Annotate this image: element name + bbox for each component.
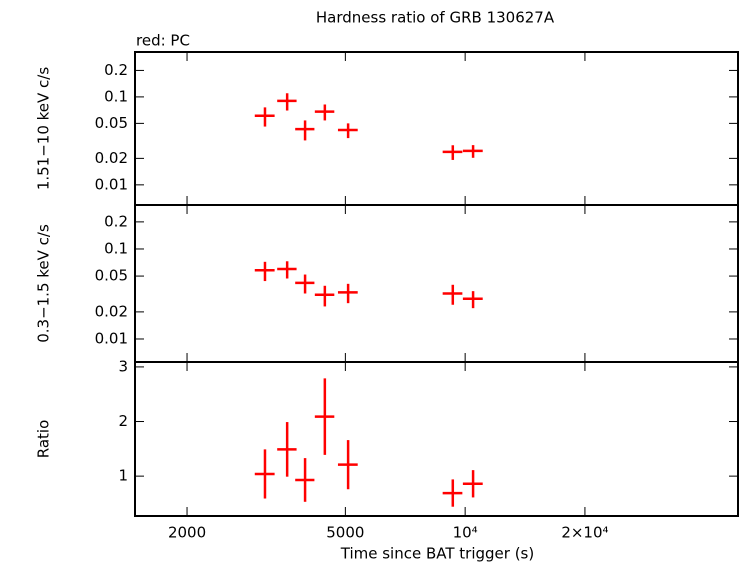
y-tick-label: 0.01: [95, 329, 128, 347]
y-tick-label: 2: [118, 412, 128, 430]
plot-frame: [134, 204, 739, 363]
chart-title: Hardness ratio of GRB 130627A: [316, 9, 555, 27]
y-tick-label: 0.05: [95, 114, 128, 132]
y-axis-label: 1.51−10 keV c/s: [35, 67, 53, 191]
y-axis-label: 0.3−1.5 keV c/s: [35, 224, 53, 343]
x-tick-label: 5000: [326, 524, 364, 542]
y-axis-label: Ratio: [35, 420, 53, 459]
x-tick-label: 10⁴: [453, 524, 478, 542]
y-tick-label: 0.2: [104, 61, 128, 79]
y-tick-label: 0.02: [95, 302, 128, 320]
x-tick-label: 2000: [168, 524, 206, 542]
y-tick-label: 0.2: [104, 212, 128, 230]
x-tick-label: 2×10⁴: [561, 524, 608, 542]
y-tick-label: 0.02: [95, 149, 128, 167]
y-tick-label: 0.01: [95, 175, 128, 193]
y-tick-label: 1: [118, 467, 128, 485]
x-axis-label: Time since BAT trigger (s): [340, 545, 534, 563]
plot-frame: [134, 51, 739, 206]
y-tick-label: 0.1: [104, 239, 128, 257]
y-tick-label: 3: [118, 357, 128, 375]
y-tick-label: 0.1: [104, 87, 128, 105]
annotation: red: PC: [136, 32, 190, 50]
y-tick-label: 0.05: [95, 267, 128, 285]
plot-frame: [134, 361, 739, 517]
